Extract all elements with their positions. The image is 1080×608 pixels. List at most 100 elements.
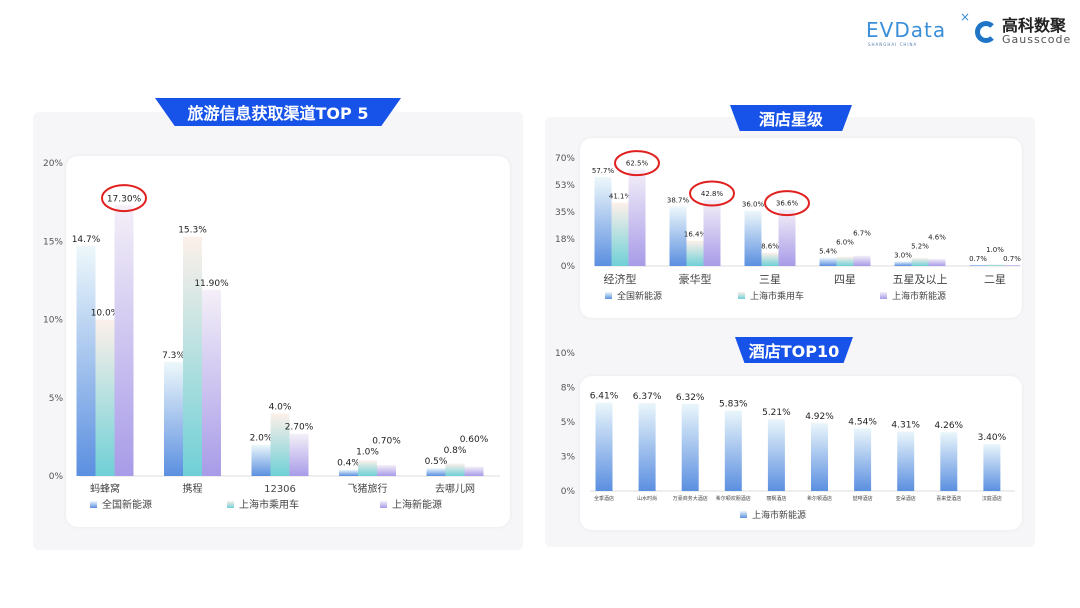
x-tick-label: 三星	[759, 273, 781, 286]
evdata-logo: EVData × SHANGHAI CHINA	[866, 10, 970, 47]
data-label: 5.4%	[819, 248, 837, 256]
bar	[1003, 264, 1021, 266]
data-label: 6.32%	[676, 393, 705, 403]
highlight-circle	[689, 180, 735, 207]
data-label: 36.0%	[742, 200, 765, 208]
data-label: 11.90%	[194, 279, 229, 289]
evdata-x-mark: ×	[960, 10, 972, 24]
x-tick-label: 希尔顿欢朋酒店	[716, 495, 751, 502]
x-tick-label: 12306	[264, 484, 296, 495]
bar	[114, 205, 134, 476]
data-label: 41.1%	[609, 193, 632, 201]
data-label: 38.7%	[667, 196, 690, 204]
legend-label: 上海市乘用车	[750, 290, 804, 302]
data-label: 6.41%	[590, 392, 619, 402]
data-label: 0.70%	[372, 437, 401, 447]
x-tick-label: 万豪商务大酒店	[673, 495, 708, 502]
data-label: 5.2%	[911, 242, 929, 250]
gausscode-logo-cn: 高科数聚	[1002, 16, 1067, 35]
bar	[744, 210, 762, 266]
bar	[761, 252, 779, 266]
x-tick-label: 五星及以上	[893, 273, 948, 286]
gausscode-logo: 高科数聚 Gausscode	[975, 18, 1071, 46]
data-label: 0.8%	[444, 446, 467, 456]
bar	[595, 402, 613, 491]
bar	[811, 423, 828, 491]
bar	[669, 206, 687, 266]
highlight-circle	[764, 190, 810, 217]
bar	[594, 176, 612, 266]
data-label: 10.0%	[91, 309, 120, 319]
x-tick-label: 山水时尚	[637, 495, 657, 502]
data-label: 8.6%	[761, 243, 779, 251]
bar	[686, 240, 704, 266]
y-tick-label: 0%	[561, 262, 576, 272]
data-label: 3.40%	[978, 433, 1007, 443]
x-tick-label: 希尔顿酒店	[807, 495, 832, 502]
data-label: 14.7%	[72, 235, 101, 245]
data-label: 1.0%	[986, 246, 1004, 254]
bar	[377, 465, 396, 476]
data-label: 3.0%	[894, 251, 912, 259]
bar	[928, 258, 946, 266]
bar	[289, 433, 309, 476]
x-tick-label: 携程	[183, 482, 203, 495]
highlight-circle	[614, 150, 660, 177]
legend-swatch	[605, 292, 612, 299]
bar	[426, 468, 446, 476]
x-tick-label: 去哪儿网	[435, 483, 475, 495]
data-label: 7.3%	[162, 351, 185, 361]
bar	[983, 444, 1001, 491]
data-label: 0.7%	[1003, 255, 1021, 263]
data-label: 2.0%	[250, 434, 273, 444]
x-tick-label: 喜来登酒店	[936, 495, 961, 502]
bar	[251, 444, 271, 476]
channels-title: 旅游信息获取渠道TOP 5	[155, 98, 401, 126]
bar	[894, 261, 912, 266]
data-label: 57.7%	[592, 167, 615, 175]
y-tick-label: 53%	[555, 181, 575, 191]
legend-swatch	[227, 501, 234, 508]
bar	[986, 264, 1004, 266]
legend-label: 上海市新能源	[752, 509, 806, 521]
x-tick-label: 蚂蜂窝	[90, 482, 120, 495]
evdata-logo-sub: SHANGHAI CHINA	[868, 42, 918, 47]
y-tick-label: 10%	[555, 349, 575, 359]
data-label: 0.60%	[460, 435, 489, 445]
bar	[724, 410, 742, 491]
bar	[628, 169, 646, 266]
bar	[819, 257, 837, 266]
data-label: 4.26%	[935, 421, 964, 431]
bar	[358, 460, 377, 476]
x-tick-label: 四星	[834, 273, 856, 286]
data-label: 4.92%	[805, 412, 834, 422]
evdata-logo-text: EVData	[866, 18, 947, 42]
bar	[464, 466, 484, 476]
data-label: 36.6%	[776, 200, 799, 208]
legend-label: 全国新能源	[617, 290, 662, 302]
bar	[911, 257, 929, 266]
hotel-star-card	[580, 138, 1022, 318]
legend-label: 上海新能源	[392, 498, 442, 511]
data-label: 0.4%	[337, 459, 360, 469]
y-tick-label: 35%	[555, 208, 575, 218]
gausscode-logo-en: Gausscode	[1002, 33, 1072, 46]
bar	[897, 431, 915, 491]
bar	[767, 419, 785, 491]
x-tick-label: 豪华型	[679, 272, 712, 286]
y-tick-label: 10%	[43, 316, 63, 326]
y-tick-label: 8%	[561, 384, 576, 394]
data-label: 17.30%	[107, 194, 142, 204]
legend-label: 全国新能源	[102, 498, 152, 511]
data-label: 0.7%	[969, 255, 987, 263]
data-label: 42.8%	[701, 190, 724, 198]
gausscode-logo-icon	[975, 21, 997, 43]
legend-swatch	[738, 292, 745, 299]
bar	[339, 469, 358, 476]
data-label: 4.6%	[928, 233, 946, 241]
x-tick-label: 二星	[984, 273, 1006, 286]
bar	[969, 264, 987, 266]
bar	[836, 256, 854, 266]
legend-label: 上海市新能源	[892, 290, 946, 302]
y-tick-label: 5%	[561, 418, 576, 428]
